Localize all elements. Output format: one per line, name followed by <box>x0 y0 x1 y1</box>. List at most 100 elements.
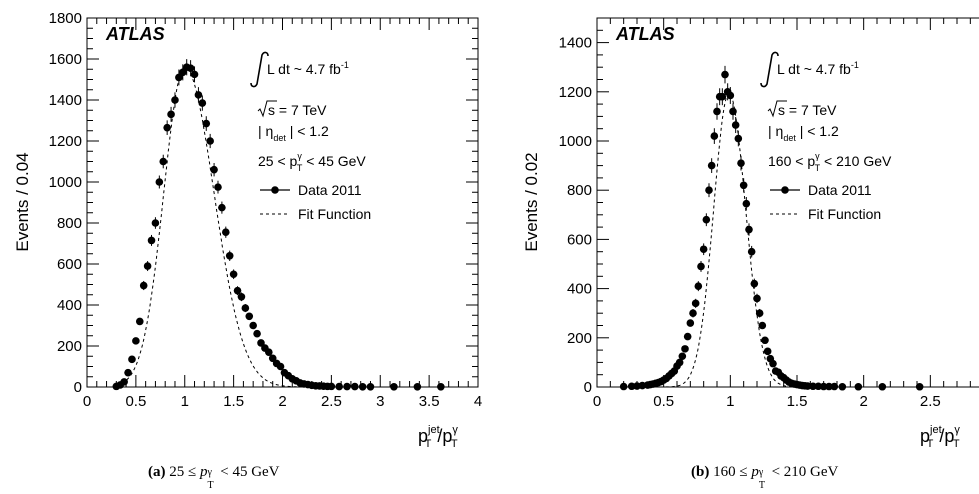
data-point <box>699 245 708 254</box>
data-point <box>675 358 684 367</box>
x-tick-label: 2 <box>859 393 867 410</box>
legend-data-a: Data 2011 <box>260 182 362 198</box>
eta-text-a: | ηdet | < 1.2 <box>258 123 329 143</box>
data-point <box>713 107 721 116</box>
eta-text-b: | ηdet | < 1.2 <box>768 123 839 143</box>
data-point <box>747 247 756 256</box>
y-tick-label: 1000 <box>559 133 592 150</box>
data-point <box>830 382 839 391</box>
data-point <box>825 382 833 391</box>
data-point <box>694 282 703 290</box>
caption-pt-symbol-b: p <box>751 464 759 480</box>
data-point <box>854 382 863 391</box>
data-point <box>276 362 285 371</box>
data-point <box>218 203 226 212</box>
legend-fit-a: Fit Function <box>260 206 371 222</box>
data-point <box>619 382 628 391</box>
data-point <box>327 382 336 391</box>
data-point <box>253 329 261 338</box>
legend-fit-b: Fit Function <box>770 206 881 222</box>
axis-ticks-b: 00.511.522.530200400600800100012001400 <box>559 17 971 410</box>
legend-fit-label-b: Fit Function <box>808 206 881 222</box>
caption-tag-a: (a) <box>148 464 166 480</box>
data-point <box>878 382 887 391</box>
data-point <box>159 157 168 166</box>
data-point <box>731 121 740 129</box>
caption-tag-b: (b) <box>691 464 710 480</box>
fit-function-line <box>623 92 920 388</box>
axis-ticks-a: 0 0.5 1 1.5 2 2.5 3 3.5 4 0 200 400 600 800 1000 1200 14… <box>49 10 483 410</box>
data-point <box>268 354 277 363</box>
caption-range-lo-a: 25 ≤ <box>169 464 197 480</box>
integral-sign-b <box>760 51 779 88</box>
data-point <box>721 70 729 79</box>
data-point <box>210 165 218 174</box>
data-point <box>237 293 246 301</box>
data-point <box>697 262 705 271</box>
x-axis-title-b: pjet T/pγ T <box>920 424 960 450</box>
x-tick-label: 0 <box>83 393 91 410</box>
data-point <box>249 321 257 330</box>
legend-data-b: Data 2011 <box>770 182 872 198</box>
data-point <box>167 110 175 119</box>
data-point <box>343 382 351 391</box>
data-point <box>681 345 689 353</box>
y-tick-label: 600 <box>57 256 82 273</box>
data-point <box>265 348 273 356</box>
y-tick-label: 1200 <box>49 133 82 150</box>
data-point <box>753 294 761 303</box>
x-tick-label: 1.5 <box>787 393 808 410</box>
data-point <box>225 252 234 260</box>
x-tick-label: 3.5 <box>419 393 440 410</box>
caption-range-hi-a: < 45 GeV <box>220 464 280 480</box>
sqrt-sign-a <box>257 100 277 118</box>
fit-curve-b <box>623 92 920 388</box>
x-tick-label: 2 <box>278 393 286 410</box>
data-point <box>198 99 207 107</box>
panel-b: 00.511.522.530200400600800100012001400 A… <box>522 17 979 450</box>
data-point <box>838 382 847 391</box>
pt-range-text-a: 25 < pγ T < 45 GeV <box>258 151 366 173</box>
data-point <box>915 382 924 391</box>
panel-a: 0 0.5 1 1.5 2 2.5 3 3.5 4 0 200 400 600 800 1000 1200 14… <box>13 10 482 450</box>
data-point <box>151 219 160 227</box>
data-point <box>739 181 748 190</box>
data-point <box>686 319 695 327</box>
x-tick-label: 0.5 <box>653 393 674 410</box>
data-point <box>190 70 199 79</box>
fit-curve-a <box>116 66 441 388</box>
data-point <box>755 309 764 318</box>
data-point <box>233 286 242 295</box>
y-tick-label: 1400 <box>559 35 592 52</box>
data-point <box>120 378 128 386</box>
data-point <box>689 309 697 318</box>
data-point <box>769 359 777 368</box>
caption-pt-symbol-a: p <box>199 464 208 480</box>
x-tick-label: 0 <box>593 393 601 410</box>
data-point <box>761 336 769 345</box>
data-point <box>710 132 719 140</box>
data-point <box>163 123 171 132</box>
data-point <box>358 382 367 391</box>
x-tick-label: 2.5 <box>321 393 342 410</box>
y-tick-label: 1000 <box>49 174 82 191</box>
data-point <box>171 96 179 104</box>
y-tick-label: 1200 <box>559 84 592 101</box>
data-point <box>729 107 737 116</box>
data-point <box>202 119 211 128</box>
data-point <box>814 382 823 391</box>
data-point <box>241 304 250 312</box>
fit-function-line <box>116 66 441 388</box>
y-axis-title-b: Events / 0.02 <box>522 152 541 251</box>
x-tick-label: 1.5 <box>223 393 244 410</box>
data-point <box>178 68 187 77</box>
data-point <box>175 73 183 82</box>
atlas-label-a: ATLAS <box>105 24 165 44</box>
data-point <box>737 159 745 167</box>
y-tick-label: 0 <box>584 379 592 396</box>
data-point <box>128 355 136 364</box>
data-point <box>351 382 359 391</box>
data-point <box>155 178 164 186</box>
data-point <box>718 92 727 101</box>
data-point <box>245 312 254 321</box>
